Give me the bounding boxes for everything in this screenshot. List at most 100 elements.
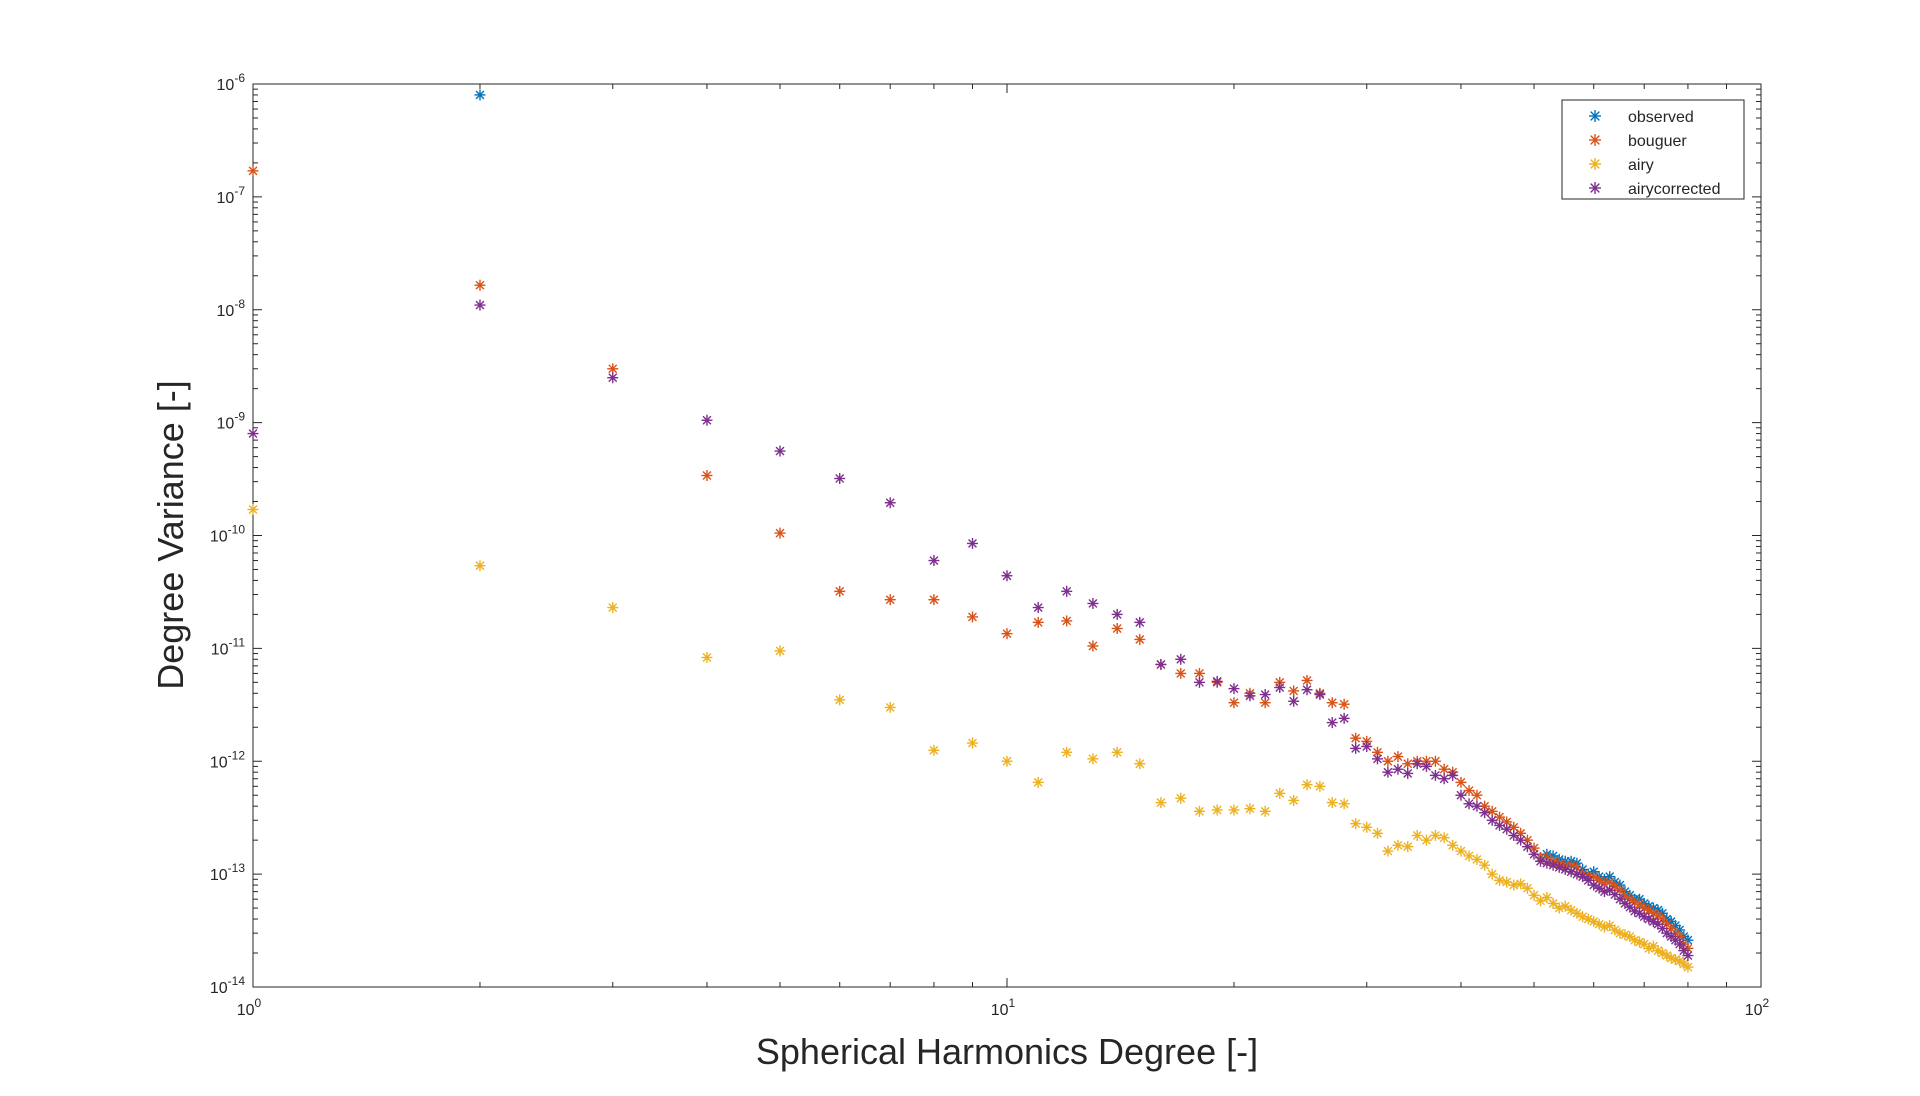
data-point-bouguer xyxy=(1061,615,1073,627)
data-point-bouguer xyxy=(1438,763,1450,775)
y-tick-label: 10-6 xyxy=(217,71,246,94)
legend-marker-airy xyxy=(1589,158,1601,170)
data-point-airy xyxy=(1571,907,1583,919)
legend-marker-bouguer xyxy=(1589,134,1601,146)
data-point-airycorrected xyxy=(1455,789,1467,801)
data-point-airycorrected xyxy=(1301,684,1313,696)
data-point-airy xyxy=(1486,868,1498,880)
data-point-airycorrected xyxy=(1350,742,1362,754)
data-point-airycorrected xyxy=(1438,773,1450,785)
y-tick-label: 10-7 xyxy=(217,184,246,207)
data-point-bouguer xyxy=(1609,880,1621,892)
data-point-airy xyxy=(1392,839,1404,851)
data-point-airy xyxy=(1553,902,1565,914)
series-airycorrected xyxy=(247,299,1694,962)
data-point-bouguer xyxy=(1471,789,1483,801)
data-point-airy xyxy=(701,652,713,664)
data-point-bouguer xyxy=(1350,732,1362,744)
data-point-airycorrected xyxy=(1228,683,1240,695)
tick-labels: 100 101 102 10-14 10-13 10-12 10-11 10-10 10-9 10… xyxy=(210,71,1770,1019)
data-point-airy xyxy=(1643,942,1655,954)
y-tick-label: 10-14 xyxy=(210,974,245,997)
data-point-airycorrected xyxy=(1411,758,1423,770)
data-point-airy xyxy=(1087,753,1099,765)
data-point-airy xyxy=(1314,780,1326,792)
data-point-airy xyxy=(1682,961,1694,973)
data-point-airy xyxy=(1032,776,1044,788)
data-point-airycorrected xyxy=(1087,597,1099,609)
data-point-airy xyxy=(1228,804,1240,816)
y-axis-label: Degree Variance [-] xyxy=(150,380,191,689)
data-point-airycorrected xyxy=(1528,848,1540,860)
data-point-airycorrected xyxy=(1134,616,1146,628)
data-point-airy xyxy=(1521,882,1533,894)
data-point-airycorrected xyxy=(966,537,978,549)
legend-label-observed: observed xyxy=(1628,109,1694,126)
data-point-airy xyxy=(1598,921,1610,933)
data-point-airy xyxy=(1338,798,1350,810)
data-point-airycorrected xyxy=(928,555,940,567)
data-point-airy xyxy=(1259,805,1271,817)
data-point-airycorrected xyxy=(1521,841,1533,853)
data-point-bouguer xyxy=(1455,776,1467,788)
data-point-airycorrected xyxy=(1244,690,1256,702)
data-point-airy xyxy=(1244,803,1256,815)
data-point-airy xyxy=(1429,829,1441,841)
data-point-airy xyxy=(1411,829,1423,841)
data-point-airycorrected xyxy=(1274,682,1286,694)
y-tick-label: 10-12 xyxy=(210,748,245,771)
data-point-airy xyxy=(884,701,896,713)
y-tick-label: 10-13 xyxy=(210,861,245,884)
data-point-bouguer xyxy=(1111,622,1123,634)
data-point-airy xyxy=(1061,746,1073,758)
data-point-airy xyxy=(474,560,486,572)
data-point-bouguer xyxy=(834,585,846,597)
data-point-airycorrected xyxy=(1674,938,1686,950)
data-point-bouguer xyxy=(1463,785,1475,797)
data-point-airy xyxy=(1211,804,1223,816)
data-point-airycorrected xyxy=(1338,712,1350,724)
data-point-observed xyxy=(474,89,486,101)
data-point-airy xyxy=(1382,845,1394,857)
data-point-airycorrected xyxy=(834,472,846,484)
data-point-bouguer xyxy=(247,165,259,177)
data-point-airycorrected xyxy=(1111,608,1123,620)
data-point-airycorrected xyxy=(1402,767,1414,779)
data-point-airycorrected xyxy=(1001,570,1013,582)
data-point-bouguer xyxy=(1175,667,1187,679)
data-point-airy xyxy=(1614,927,1626,939)
data-point-bouguer xyxy=(884,594,896,606)
data-point-airy xyxy=(1134,758,1146,770)
legend-marker-airycorrected xyxy=(1589,182,1601,194)
x-tick-label: 102 xyxy=(1745,996,1770,1019)
legend-label-bouguer: bouguer xyxy=(1628,133,1687,150)
axis-ticks xyxy=(252,83,1762,988)
data-point-airy xyxy=(928,744,940,756)
x-tick-label: 101 xyxy=(991,996,1016,1019)
y-tick-label: 10-11 xyxy=(211,635,246,658)
data-point-airycorrected xyxy=(1193,676,1205,688)
data-point-bouguer xyxy=(1382,755,1394,767)
data-point-bouguer xyxy=(701,470,713,482)
data-point-airy xyxy=(1515,878,1527,890)
data-point-airycorrected xyxy=(1361,741,1373,753)
data-point-airy xyxy=(1402,841,1414,853)
data-point-bouguer xyxy=(1326,697,1338,709)
data-point-airycorrected xyxy=(1371,753,1383,765)
data-point-airy xyxy=(1455,845,1467,857)
data-point-airy xyxy=(1508,879,1520,891)
data-point-bouguer xyxy=(1228,697,1240,709)
data-point-airy xyxy=(1547,897,1559,909)
data-point-airy xyxy=(1193,805,1205,817)
data-point-airycorrected xyxy=(1420,760,1432,772)
data-point-airycorrected xyxy=(1643,913,1655,925)
data-point-bouguer xyxy=(1486,805,1498,817)
data-point-bouguer xyxy=(1338,698,1350,710)
data-point-airycorrected xyxy=(1479,807,1491,819)
data-point-bouguer xyxy=(1301,674,1313,686)
series-airy xyxy=(247,503,1694,973)
x-tick-label: 100 xyxy=(237,996,262,1019)
data-point-bouguer xyxy=(1001,628,1013,640)
data-point-bouguer xyxy=(928,594,940,606)
data-point-airy xyxy=(247,503,259,515)
